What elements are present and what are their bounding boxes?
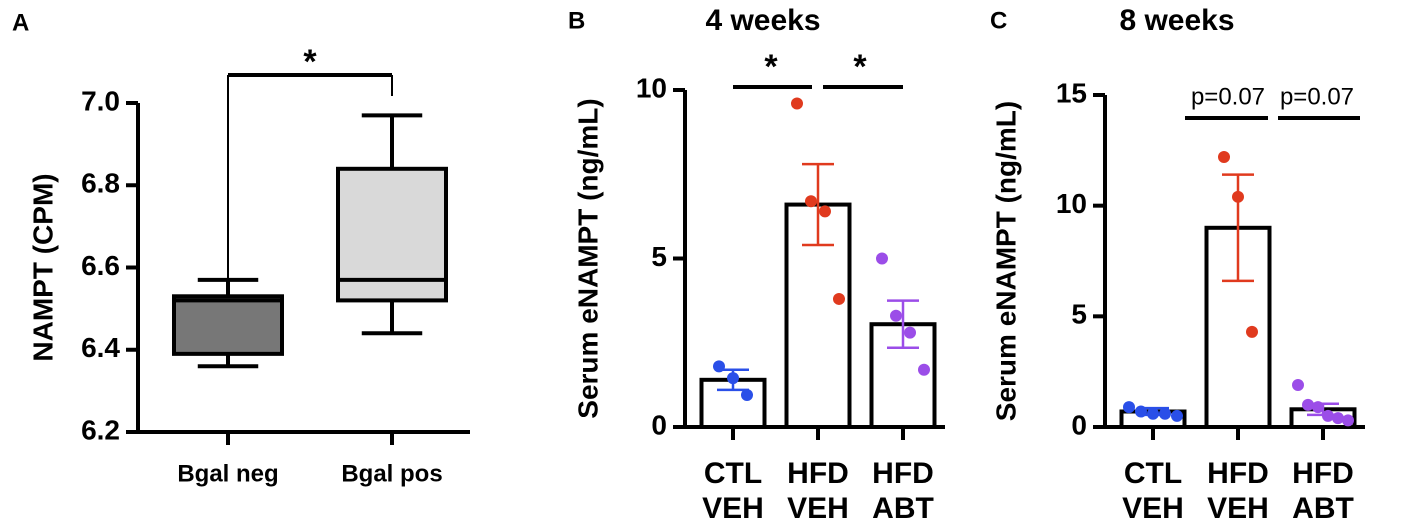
panel-label: A xyxy=(12,9,29,36)
significance-label: p=0.07 xyxy=(1191,83,1265,110)
y-tick-label: 0 xyxy=(651,409,667,440)
data-point xyxy=(1171,409,1183,422)
y-tick-label: 10 xyxy=(1056,188,1087,219)
data-point xyxy=(1123,401,1135,414)
data-point xyxy=(1312,401,1324,414)
y-tick-label: 5 xyxy=(1071,299,1087,330)
data-point xyxy=(833,292,845,305)
data-point xyxy=(727,372,739,385)
x-tick-label: CTL xyxy=(1124,457,1182,490)
data-point xyxy=(918,363,930,376)
x-tick-label: HFD xyxy=(787,457,849,490)
x-tick-label: ABT xyxy=(872,492,934,522)
data-point xyxy=(1292,378,1304,391)
y-tick-label: 6.6 xyxy=(81,250,120,281)
data-point xyxy=(1232,190,1244,203)
y-tick-label: 0 xyxy=(1071,409,1087,440)
x-tick-label: HFD xyxy=(1207,457,1269,490)
x-tick-label: VEH xyxy=(1207,492,1269,522)
x-tick-label: HFD xyxy=(872,457,934,490)
x-tick-label: Bgal neg xyxy=(177,460,278,487)
data-point xyxy=(890,309,902,322)
data-point xyxy=(713,360,725,373)
data-point xyxy=(1246,325,1258,338)
data-point xyxy=(1332,412,1344,425)
chart-title: 4 weeks xyxy=(705,4,820,37)
x-tick-label: ABT xyxy=(1292,492,1354,522)
y-tick-label: 6.2 xyxy=(81,414,120,445)
data-point xyxy=(1342,414,1354,427)
y-tick-label: 7.0 xyxy=(81,85,120,116)
y-tick-label: 6.8 xyxy=(81,168,120,199)
box xyxy=(172,294,284,356)
significance-label: * xyxy=(303,43,317,81)
data-point xyxy=(791,97,803,110)
y-axis-title: Serum eNAMPT (ng/mL) xyxy=(990,101,1021,421)
data-point xyxy=(1218,150,1230,163)
data-point xyxy=(1322,409,1334,422)
x-tick-label: HFD xyxy=(1292,457,1354,490)
y-tick-label: 15 xyxy=(1056,77,1087,108)
data-point xyxy=(1135,405,1147,418)
panel-label: B xyxy=(568,7,585,34)
x-tick-label: VEH xyxy=(1122,492,1184,522)
y-tick-label: 5 xyxy=(651,241,667,272)
data-point xyxy=(805,195,817,208)
y-tick-label: 6.4 xyxy=(81,332,120,363)
x-tick-label: VEH xyxy=(787,492,849,522)
data-point xyxy=(876,252,888,265)
data-point xyxy=(1302,398,1314,411)
y-axis-title: NAMPT (CPM) xyxy=(27,173,58,361)
x-tick-label: Bgal pos xyxy=(341,460,442,487)
data-point xyxy=(741,388,753,401)
data-point xyxy=(904,326,916,339)
y-tick-label: 10 xyxy=(636,72,667,103)
significance-label: * xyxy=(764,48,778,86)
x-tick-label: CTL xyxy=(704,457,762,490)
chart-title: 8 weeks xyxy=(1119,4,1234,37)
data-point xyxy=(1147,407,1159,420)
data-point xyxy=(819,205,831,218)
y-axis-title: Serum eNAMPT (ng/mL) xyxy=(572,98,603,418)
x-tick-label: VEH xyxy=(702,492,764,522)
data-point xyxy=(1159,407,1171,420)
significance-label: p=0.07 xyxy=(1280,83,1354,110)
significance-label: * xyxy=(853,48,867,86)
panel-label: C xyxy=(990,7,1007,34)
